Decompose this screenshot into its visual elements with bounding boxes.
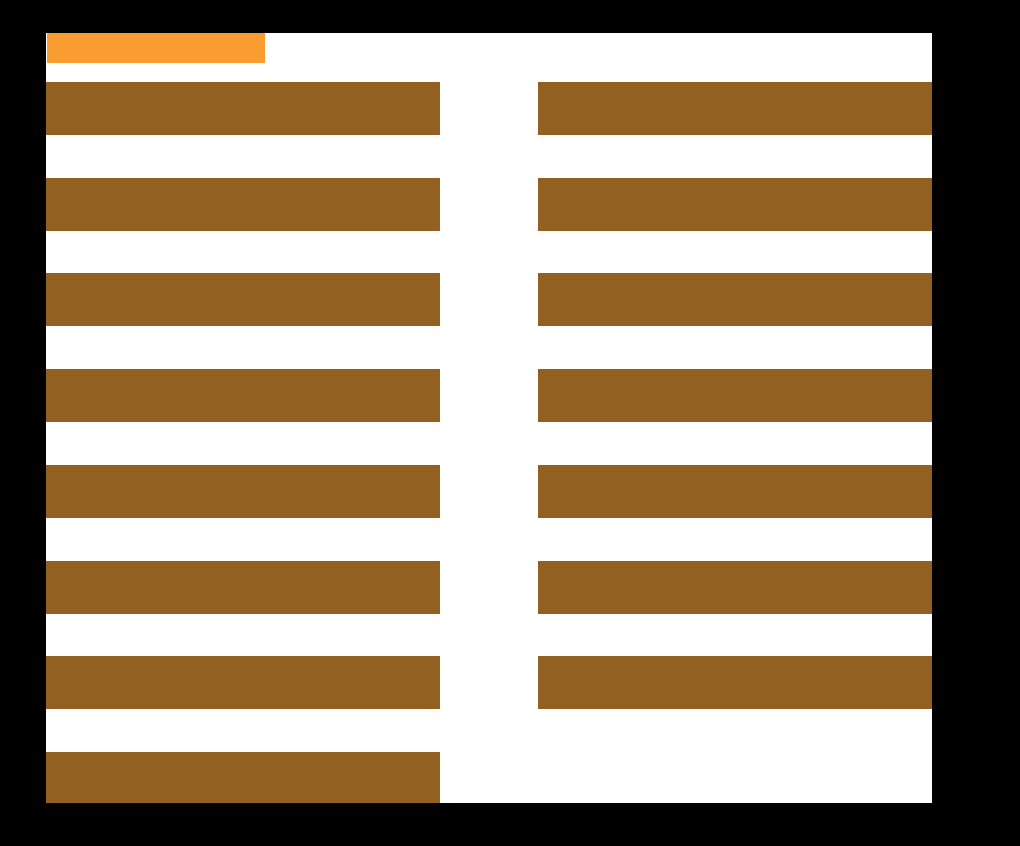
content-bar-left (46, 178, 440, 231)
content-bar-right (538, 465, 932, 518)
page-panel (46, 33, 932, 803)
content-bar-left (46, 369, 440, 422)
content-bar-left (46, 465, 440, 518)
content-bar-left (46, 752, 440, 803)
content-bar-right (538, 178, 932, 231)
content-bar-left (46, 561, 440, 614)
content-bar-right (538, 656, 932, 709)
content-bar-left (46, 82, 440, 135)
content-bar-right (538, 561, 932, 614)
header-highlight-bar (47, 33, 265, 63)
content-bar-right (538, 82, 932, 135)
content-bar-right (538, 273, 932, 326)
content-bar-right (538, 369, 932, 422)
content-bar-left (46, 273, 440, 326)
content-bar-left (46, 656, 440, 709)
